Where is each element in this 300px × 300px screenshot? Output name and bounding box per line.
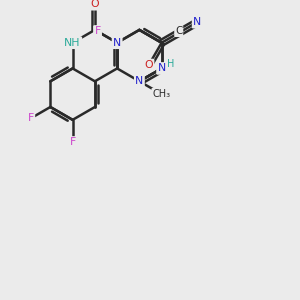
Text: F: F xyxy=(94,26,101,36)
Text: H: H xyxy=(167,59,174,69)
Text: F: F xyxy=(70,137,76,148)
Text: N: N xyxy=(113,38,121,48)
Text: CH₃: CH₃ xyxy=(153,89,171,99)
Text: O: O xyxy=(145,60,153,70)
Text: C: C xyxy=(175,26,182,36)
Text: O: O xyxy=(91,0,99,9)
Text: N: N xyxy=(193,17,201,27)
Text: N: N xyxy=(135,76,143,86)
Text: F: F xyxy=(28,113,34,123)
Text: N: N xyxy=(158,63,166,74)
Text: NH: NH xyxy=(64,38,81,48)
